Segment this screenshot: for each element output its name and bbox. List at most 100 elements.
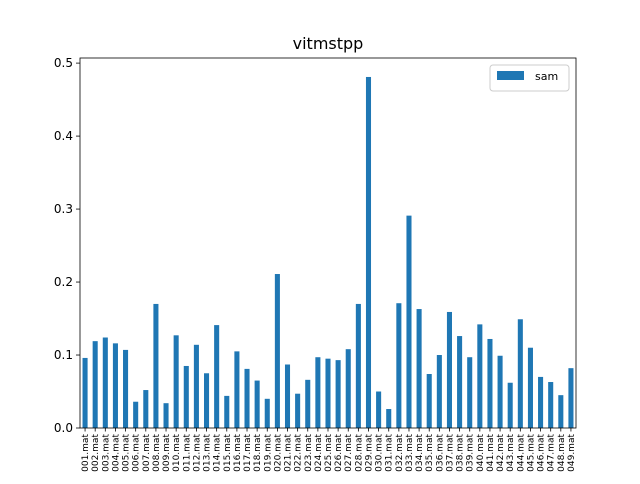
bar <box>153 303 159 428</box>
bar <box>548 382 554 428</box>
x-tick-label: 001.mat <box>81 434 91 472</box>
bar <box>365 76 372 428</box>
x-tick-label: 007.mat <box>142 434 152 472</box>
bar <box>163 403 169 428</box>
x-tick-label: 020.mat <box>273 434 283 472</box>
x-tick-label: 037.mat <box>445 434 455 472</box>
x-tick-label: 012.mat <box>192 434 202 472</box>
bar <box>325 358 331 428</box>
bar <box>426 374 432 428</box>
bar <box>507 382 513 428</box>
x-tick-label: 005.mat <box>122 434 132 472</box>
x-tick-label: 022.mat <box>294 434 304 472</box>
x-tick-label: 049.mat <box>567 434 577 472</box>
x-tick-label: 025.mat <box>324 434 334 472</box>
y-tick-label: 0.3 <box>54 202 73 216</box>
bar <box>193 344 199 428</box>
bar <box>467 357 473 428</box>
x-tick-label: 031.mat <box>385 434 395 472</box>
bar <box>446 311 452 428</box>
x-tick-label: 013.mat <box>203 434 213 472</box>
bar <box>254 380 260 428</box>
x-tick-label: 041.mat <box>486 434 496 472</box>
x-tick-label: 011.mat <box>182 434 192 472</box>
x-tick-label: 010.mat <box>172 434 182 472</box>
x-tick-label: 039.mat <box>466 434 476 472</box>
bar <box>386 409 392 428</box>
bar <box>102 337 108 428</box>
y-tick-label: 0.5 <box>54 56 73 70</box>
bar <box>264 398 270 428</box>
bar <box>527 347 533 428</box>
y-tick-label: 0.0 <box>54 421 73 435</box>
x-tick-label: 035.mat <box>425 434 435 472</box>
bar <box>568 368 574 428</box>
legend-swatch <box>497 71 524 80</box>
x-tick-label: 048.mat <box>557 434 567 472</box>
x-tick-label: 004.mat <box>111 434 121 472</box>
bar <box>436 355 442 428</box>
bar <box>143 390 149 428</box>
x-tick-label: 014.mat <box>213 434 223 472</box>
x-tick-label: 028.mat <box>354 434 364 472</box>
y-axis: 0.0 0.1 0.2 0.3 0.4 0.5 <box>54 56 80 435</box>
bars-group <box>82 76 574 428</box>
bar <box>204 373 210 428</box>
x-tick-label: 030.mat <box>375 434 385 472</box>
bar <box>345 349 351 428</box>
bar <box>497 355 503 428</box>
x-tick-label: 027.mat <box>344 434 354 472</box>
bar <box>173 335 179 428</box>
plot-frame <box>79 57 577 429</box>
x-tick-label: 002.mat <box>91 434 101 472</box>
bar <box>538 376 544 428</box>
bar <box>295 393 301 428</box>
bar <box>234 351 240 428</box>
bar <box>517 319 523 428</box>
bar <box>274 274 280 428</box>
x-tick-label: 026.mat <box>334 434 344 472</box>
x-tick-label: 017.mat <box>243 434 253 472</box>
bar <box>82 357 88 428</box>
x-tick-label: 034.mat <box>415 434 425 472</box>
y-tick-label: 0.4 <box>54 129 73 143</box>
bar <box>244 368 250 428</box>
x-tick-label: 045.mat <box>526 434 536 472</box>
x-tick-label: 015.mat <box>223 434 233 472</box>
bar <box>214 325 220 428</box>
bar <box>183 365 189 428</box>
bar <box>224 395 230 428</box>
x-tick-label: 023.mat <box>304 434 314 472</box>
x-tick-label: 016.mat <box>233 434 243 472</box>
x-tick-label: 019.mat <box>263 434 273 472</box>
x-tick-label: 038.mat <box>456 434 466 472</box>
y-tick-label: 0.2 <box>54 275 73 289</box>
bar <box>123 349 129 428</box>
x-tick-label: 040.mat <box>476 434 486 472</box>
bar <box>477 324 483 428</box>
bar <box>284 364 291 428</box>
bar <box>487 338 493 428</box>
x-tick-label: 043.mat <box>506 434 516 472</box>
x-tick-label: 046.mat <box>537 434 547 472</box>
bar <box>335 360 341 428</box>
legend-label: sam <box>535 70 558 83</box>
bar <box>396 303 402 428</box>
bar <box>305 379 311 428</box>
bar <box>112 343 118 428</box>
x-tick-label: 044.mat <box>516 434 526 472</box>
legend: sam <box>489 64 570 92</box>
x-tick-label: 032.mat <box>395 434 405 472</box>
x-tick-label: 006.mat <box>132 434 142 472</box>
bar <box>406 215 412 428</box>
x-tick-label: 036.mat <box>435 434 445 472</box>
bar <box>416 309 422 428</box>
bar <box>558 395 564 428</box>
x-tick-label: 042.mat <box>496 434 506 472</box>
x-tick-label: 003.mat <box>101 434 111 472</box>
bar <box>92 341 98 428</box>
chart-title: vitmstpp <box>293 34 364 53</box>
bar <box>133 401 139 428</box>
